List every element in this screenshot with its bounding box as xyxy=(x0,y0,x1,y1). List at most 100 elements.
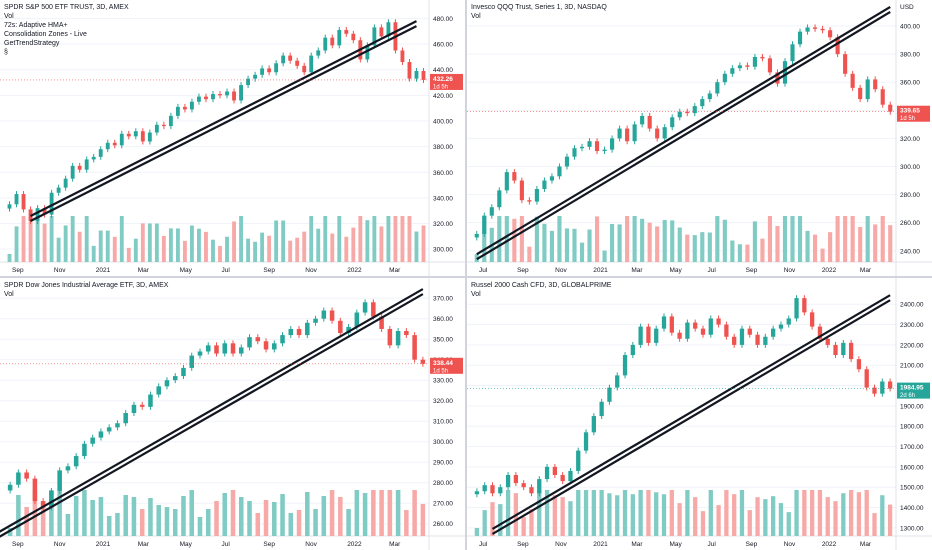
dia-candle xyxy=(296,328,302,336)
qqq-candle xyxy=(512,172,517,181)
qqq-candle xyxy=(662,127,667,139)
dia-volume-bar xyxy=(238,497,244,536)
rut-volume-bar xyxy=(552,495,558,536)
rut-candle xyxy=(544,466,550,480)
qqq-chart-svg[interactable]: 400.00380.00360.00340.00320.00300.00280.… xyxy=(467,0,932,276)
spy-candle xyxy=(211,94,215,100)
rut-candle xyxy=(552,466,558,476)
spy-chart-svg[interactable]: 480.00 460.00 440.00 420.00 400.00 380.00 360.… xyxy=(0,0,465,276)
rut-volume-bar xyxy=(498,504,503,536)
rut-volume-bar xyxy=(661,494,667,536)
qqq-volume-bar xyxy=(497,216,502,262)
dia-chart-svg[interactable]: 370.00360.00350.00340.00330.00320.00310.… xyxy=(0,278,465,550)
spy-price-tick: 480.00 xyxy=(433,16,453,23)
spy-volume-bar xyxy=(197,228,201,262)
qqq-candle xyxy=(497,190,502,208)
dia-last-price-badge xyxy=(430,357,463,374)
spy-volume-bar xyxy=(28,217,33,262)
qqq-candle xyxy=(594,141,600,152)
qqq-price-tick: 240.00 xyxy=(900,248,920,255)
dia-volume-bar xyxy=(106,516,112,536)
qqq-volume-bar xyxy=(572,228,577,262)
dia-candle xyxy=(7,484,13,491)
spy-candle xyxy=(35,208,40,221)
qqq-price-tick: 320.00 xyxy=(900,136,920,143)
spy-volume-bar xyxy=(400,216,405,262)
spy-volume-bar xyxy=(253,241,258,262)
dia-trendline xyxy=(0,288,424,538)
qqq-volume-bar xyxy=(662,220,667,262)
rut-volume-bar xyxy=(716,505,721,536)
dia-price-tick: 370.00 xyxy=(433,296,453,303)
rut-volume-bar xyxy=(809,490,815,536)
spy-time-tick: Mar xyxy=(138,267,150,274)
spy-volume-bar xyxy=(344,236,349,262)
rut-time-tick: 2022 xyxy=(822,541,837,548)
rut-candle xyxy=(677,332,682,339)
qqq-volume-bar xyxy=(730,240,735,262)
qqq-candle xyxy=(797,31,803,45)
spy-candle xyxy=(218,94,222,96)
dia-candle xyxy=(214,345,219,354)
qqq-trendline-stroke xyxy=(476,11,891,261)
qqq-candle xyxy=(549,176,555,181)
dia-volume-bar xyxy=(172,509,178,536)
dia-candle xyxy=(164,380,170,387)
spy-volume-bar xyxy=(91,245,96,262)
qqq-time-tick: 2021 xyxy=(593,267,608,274)
rut-price-tick: 1300.00 xyxy=(900,525,924,532)
spy-volume-bar xyxy=(161,235,166,262)
rut-volume-bar xyxy=(576,490,581,536)
dia-legend-vol: Vol xyxy=(4,291,14,298)
rut-candle xyxy=(537,479,542,494)
dia-last-price: 338.44 xyxy=(433,360,453,367)
qqq-volume-bar xyxy=(715,216,720,262)
dia-candle xyxy=(321,310,327,319)
spy-volume-bar xyxy=(288,240,293,262)
qqq-candle xyxy=(602,149,607,152)
spy-title: SPDR S&P 500 ETF TRUST, 3D, AMEX xyxy=(4,4,129,11)
qqq-volume-bar xyxy=(745,244,750,262)
spy-volume-bar xyxy=(168,228,173,262)
spy-chart-panel[interactable]: SPDR S&P 500 ETF TRUST, 3D, AMEX Vol 72s… xyxy=(0,0,465,276)
spy-volume xyxy=(7,216,426,262)
dia-volume-bar xyxy=(379,490,384,536)
dia-volume-bar xyxy=(98,497,104,536)
qqq-chart-panel[interactable]: Invesco QQQ Trust, Series 1, 3D, NASDAQ … xyxy=(467,0,932,276)
rut-price-tick: 1600.00 xyxy=(900,464,924,471)
spy-candle xyxy=(112,142,117,146)
dia-price-tick: 360.00 xyxy=(433,316,453,323)
rut-candle xyxy=(615,375,620,388)
qqq-candle xyxy=(858,87,863,100)
rut-chart-panel[interactable]: Russel 2000 Cash CFD, 3D, GLOBALPRIME Vo… xyxy=(467,278,932,550)
rut-candle xyxy=(498,487,503,494)
spy-volume-bar xyxy=(21,216,26,262)
dia-candle xyxy=(395,331,401,346)
rut-volume-bar xyxy=(833,501,838,536)
rut-chart-svg[interactable]: 2400.002300.002200.002100.002000.001900.… xyxy=(467,278,932,550)
rut-volume-bar xyxy=(771,496,776,536)
spy-price-tick: 320.00 xyxy=(433,221,453,228)
spy-price-tick: 340.00 xyxy=(433,195,453,202)
dia-volume-bar xyxy=(346,509,351,536)
spy-candle xyxy=(168,115,173,127)
rut-candle xyxy=(607,387,612,402)
rut-volume-bar xyxy=(583,490,589,536)
dia-chart-panel[interactable]: SPDR Dow Jones Industrial Average ETF, 3… xyxy=(0,278,465,550)
dia-volume-bar xyxy=(371,490,376,536)
spy-legend-zones: Consolidation Zones - Live xyxy=(4,31,87,38)
qqq-candle xyxy=(670,117,675,128)
spy-candle xyxy=(175,106,180,116)
qqq-volume-bar xyxy=(767,216,773,262)
dia-price-tick: 280.00 xyxy=(433,480,453,487)
dia-candle xyxy=(73,456,79,467)
qqq-volume-bar xyxy=(527,246,532,262)
spy-price-tick: 400.00 xyxy=(433,118,453,125)
rut-price-tick: 1500.00 xyxy=(900,485,924,492)
spy-volume-bar xyxy=(98,230,103,262)
spy-volume-bar xyxy=(260,232,265,262)
dia-candle xyxy=(272,343,277,350)
qqq-candle xyxy=(737,65,742,69)
spy-candle xyxy=(246,78,251,86)
rut-volume-bar xyxy=(669,490,674,536)
